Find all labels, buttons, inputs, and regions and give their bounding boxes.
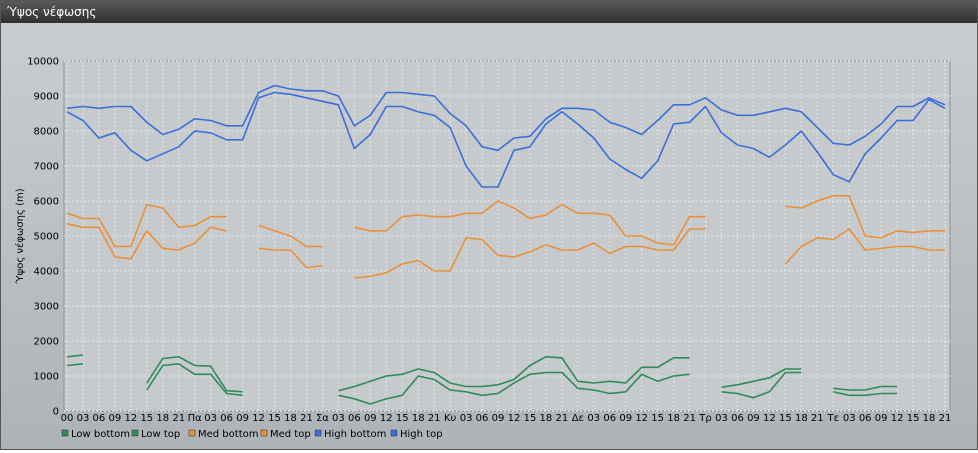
x-tick-label: 12 (763, 413, 776, 424)
x-tick-label: 12 (508, 413, 521, 424)
x-tick-label: 09 (492, 413, 505, 424)
y-tick-label: 8000 (34, 127, 59, 138)
x-tick-label: 06 (348, 413, 361, 424)
y-tick-label: 6000 (34, 197, 59, 208)
legend-label: High bottom (324, 429, 386, 440)
x-tick-label: 15 (268, 413, 281, 424)
x-tick-label: 06 (220, 413, 233, 424)
y-tick-label: 7000 (34, 162, 59, 173)
x-tick-label: Τε (826, 413, 839, 424)
legend-swatch (260, 429, 268, 437)
y-tick-label: 4000 (34, 267, 59, 278)
x-tick-label: 03 (715, 413, 728, 424)
x-tick-label: 03 (332, 413, 345, 424)
x-axis-ticks: 00 03 06 09 12 15 18 21 Πα 03 06 09 12 15 18 21 Σα 03 06 09… (61, 413, 952, 424)
x-tick-label: 03 (204, 413, 217, 424)
x-tick-label: 06 (603, 413, 616, 424)
x-tick-label: 15 (907, 413, 920, 424)
x-tick-label: 21 (428, 413, 441, 424)
series-line-high-top (66, 84, 946, 152)
x-tick-label: 15 (396, 413, 409, 424)
x-tick-label: Δε (572, 413, 584, 424)
legend-label: Med bottom (198, 429, 258, 440)
legend-label: High top (400, 429, 443, 440)
x-tick-label: 06 (731, 413, 744, 424)
x-tick-label: 21 (300, 413, 313, 424)
series-line-low-bottom (66, 363, 898, 405)
x-tick-label: 03 (460, 413, 473, 424)
x-tick-label: 18 (412, 413, 425, 424)
y-tick-label: 2000 (34, 337, 59, 348)
x-tick-label: 09 (875, 413, 888, 424)
x-tick-label: 18 (795, 413, 808, 424)
x-tick-label: 21 (556, 413, 569, 424)
x-tick-label: 03 (843, 413, 856, 424)
y-tick-label: 1000 (34, 372, 59, 383)
x-tick-label: Πα (188, 413, 203, 424)
x-tick-label: Κυ (444, 413, 457, 424)
legend-label: Low top (141, 429, 180, 440)
x-tick-label: 15 (779, 413, 792, 424)
x-tick-label: 12 (891, 413, 904, 424)
x-tick-label: 03 (77, 413, 90, 424)
x-tick-label: 12 (252, 413, 265, 424)
x-tick-label: 06 (93, 413, 106, 424)
legend-label: Med top (270, 429, 311, 440)
series-line-low-top (66, 354, 898, 393)
x-tick-label: 18 (540, 413, 553, 424)
plot-area (63, 60, 951, 412)
legend-swatch (188, 429, 196, 437)
y-tick-label: 0 (53, 407, 59, 418)
x-tick-label: Σα (316, 413, 329, 424)
legend-swatch (61, 429, 69, 437)
x-tick-label: 09 (236, 413, 249, 424)
x-tick-label: 18 (667, 413, 680, 424)
x-tick-label: 09 (364, 413, 377, 424)
x-tick-label: Τρ (698, 413, 711, 424)
x-tick-label: 09 (747, 413, 760, 424)
x-tick-label: 12 (380, 413, 393, 424)
series-lines (66, 84, 946, 405)
x-tick-label: 03 (587, 413, 600, 424)
x-tick-label: 18 (284, 413, 297, 424)
y-tick-label: 9000 (34, 92, 59, 103)
x-tick-label: 15 (651, 413, 664, 424)
x-tick-label: 06 (859, 413, 872, 424)
legend-swatch (314, 429, 322, 437)
x-tick-label: 15 (524, 413, 537, 424)
series-line-high-bottom (66, 91, 946, 188)
x-tick-label: 15 (140, 413, 153, 424)
y-axis-ticks: 0 1000 2000 3000 4000 5000 6000 7000 8000 9000 100… (27, 57, 59, 418)
x-tick-label: 21 (939, 413, 952, 424)
x-tick-label: 06 (476, 413, 489, 424)
chart-panel: 0 1000 2000 3000 4000 5000 6000 7000 8000 9000 100… (1, 23, 977, 449)
window-title: Ύψος νέφωσης (1, 1, 977, 23)
series-line-med-top (66, 195, 945, 248)
legend-label: Low bottom (71, 429, 130, 440)
y-tick-label: 5000 (34, 232, 59, 243)
x-tick-label: 21 (811, 413, 824, 424)
y-tick-label: 10000 (27, 57, 59, 68)
x-tick-label: 21 (172, 413, 185, 424)
cloud-height-chart: 0 1000 2000 3000 4000 5000 6000 7000 8000 9000 100… (14, 57, 952, 441)
x-tick-label: 12 (124, 413, 137, 424)
x-tick-label: 21 (683, 413, 696, 424)
x-tick-label: 18 (923, 413, 936, 424)
x-tick-label: 00 (61, 413, 74, 424)
legend: Low bottom Low top Med bottom Med top High b… (61, 429, 443, 440)
x-tick-label: 09 (109, 413, 122, 424)
x-tick-label: 12 (635, 413, 648, 424)
y-axis-label: Ύψος νέφωσης (m) (14, 188, 26, 284)
legend-swatch (131, 429, 139, 437)
series-line-med-bottom (66, 223, 945, 279)
y-tick-label: 3000 (34, 302, 59, 313)
x-tick-label: 09 (619, 413, 632, 424)
x-tick-label: 18 (156, 413, 169, 424)
legend-swatch (390, 429, 398, 437)
